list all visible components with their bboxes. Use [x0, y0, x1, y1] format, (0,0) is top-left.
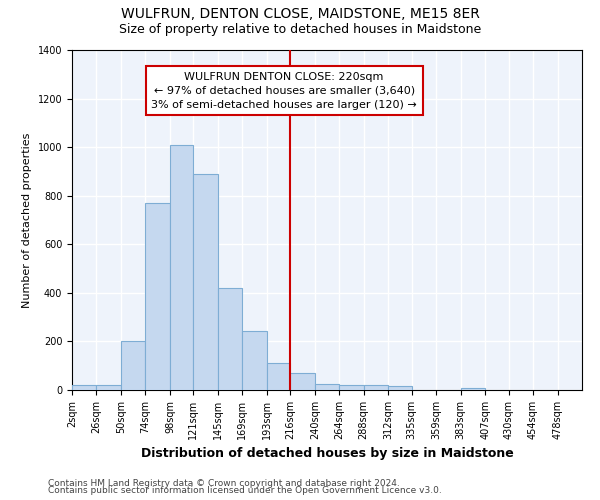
- X-axis label: Distribution of detached houses by size in Maidstone: Distribution of detached houses by size …: [140, 448, 514, 460]
- Y-axis label: Number of detached properties: Number of detached properties: [22, 132, 32, 308]
- Bar: [388, 386, 412, 390]
- Text: WULFRUN, DENTON CLOSE, MAIDSTONE, ME15 8ER: WULFRUN, DENTON CLOSE, MAIDSTONE, ME15 8…: [121, 8, 479, 22]
- Bar: [170, 144, 193, 390]
- Text: WULFRUN DENTON CLOSE: 220sqm
← 97% of detached houses are smaller (3,640)
3% of : WULFRUN DENTON CLOSE: 220sqm ← 97% of de…: [151, 72, 417, 110]
- Bar: [339, 385, 364, 390]
- Bar: [290, 373, 315, 390]
- Text: Size of property relative to detached houses in Maidstone: Size of property relative to detached ho…: [119, 22, 481, 36]
- Bar: [145, 203, 170, 390]
- Bar: [193, 174, 218, 390]
- Bar: [267, 364, 290, 390]
- Text: Contains HM Land Registry data © Crown copyright and database right 2024.: Contains HM Land Registry data © Crown c…: [48, 478, 400, 488]
- Bar: [242, 330, 267, 390]
- Bar: [218, 288, 242, 390]
- Bar: [461, 388, 485, 390]
- Bar: [364, 385, 388, 390]
- Text: Contains public sector information licensed under the Open Government Licence v3: Contains public sector information licen…: [48, 486, 442, 495]
- Bar: [72, 385, 97, 390]
- Bar: [97, 385, 121, 390]
- Bar: [315, 384, 339, 390]
- Bar: [121, 342, 145, 390]
